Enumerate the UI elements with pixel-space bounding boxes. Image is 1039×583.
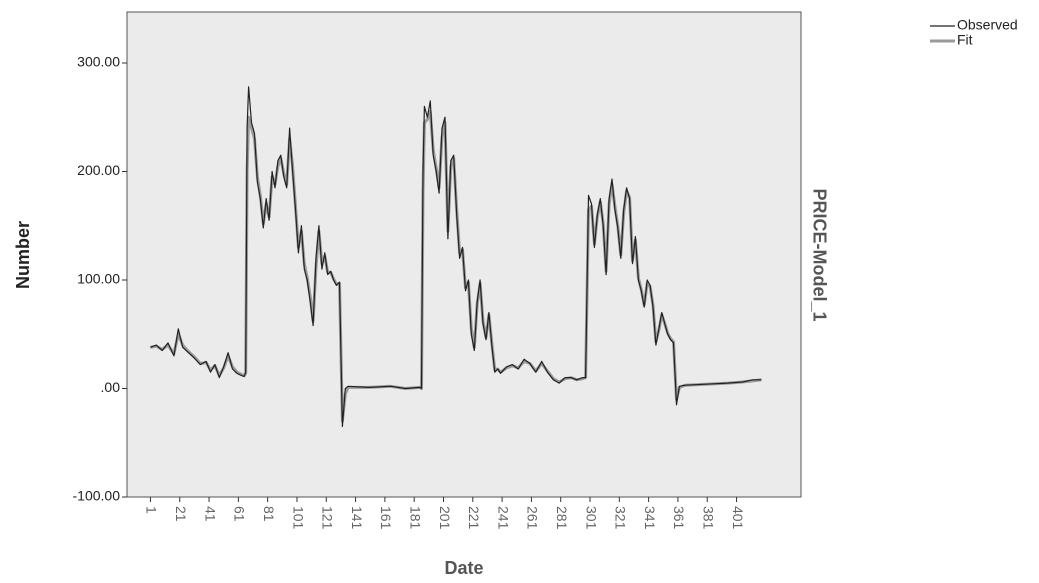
x-tick-label: 61: [232, 506, 248, 522]
legend-label: Fit: [957, 32, 973, 48]
x-tick-label: 181: [407, 506, 423, 530]
x-tick-label: 141: [349, 506, 365, 530]
y-tick-label: .00: [101, 379, 121, 395]
x-tick-label: 361: [671, 506, 687, 530]
x-tick-label: 201: [437, 506, 453, 530]
chart: Number Date PRICE-Model_1 -100.00 .00 100.…: [0, 0, 1039, 583]
y-tick-label: 300.00: [77, 54, 120, 70]
y-tick-label: 100.00: [77, 271, 120, 287]
x-axis-title: Date: [444, 558, 483, 578]
y-tick-label: -100.00: [73, 488, 121, 504]
x-tick-label: 161: [378, 506, 394, 530]
x-tick-label: 1: [144, 506, 160, 514]
y-axis-title: Number: [13, 221, 33, 289]
x-tick-label: 221: [466, 506, 482, 530]
x-tick-label: 101: [290, 506, 306, 530]
y-tick-label: 200.00: [77, 162, 120, 178]
x-tick-label: 281: [554, 506, 570, 530]
x-tick-label: 121: [320, 506, 336, 530]
x-tick-label: 341: [642, 506, 658, 530]
x-tick-label: 41: [202, 506, 218, 522]
x-tick-label: 381: [701, 506, 717, 530]
x-tick-label: 81: [261, 506, 277, 522]
x-tick-label: 261: [525, 506, 541, 530]
x-tick-label: 21: [173, 506, 189, 522]
x-tick-label: 401: [730, 506, 746, 530]
legend-label: Observed: [957, 17, 1018, 33]
side-label: PRICE-Model_1: [809, 188, 829, 321]
x-tick-label: 321: [613, 506, 629, 530]
x-tick-label: 301: [583, 506, 599, 530]
x-tick-label: 241: [495, 506, 511, 530]
